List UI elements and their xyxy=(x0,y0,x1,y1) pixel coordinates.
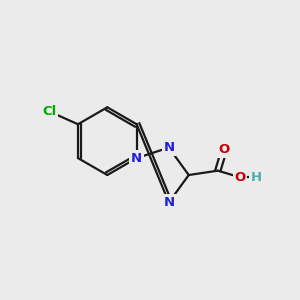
Text: Cl: Cl xyxy=(43,105,57,118)
Text: N: N xyxy=(131,152,142,165)
Text: O: O xyxy=(219,143,230,156)
Text: H: H xyxy=(250,171,262,184)
Text: O: O xyxy=(234,171,245,184)
Text: N: N xyxy=(163,141,174,154)
Text: N: N xyxy=(163,196,174,209)
